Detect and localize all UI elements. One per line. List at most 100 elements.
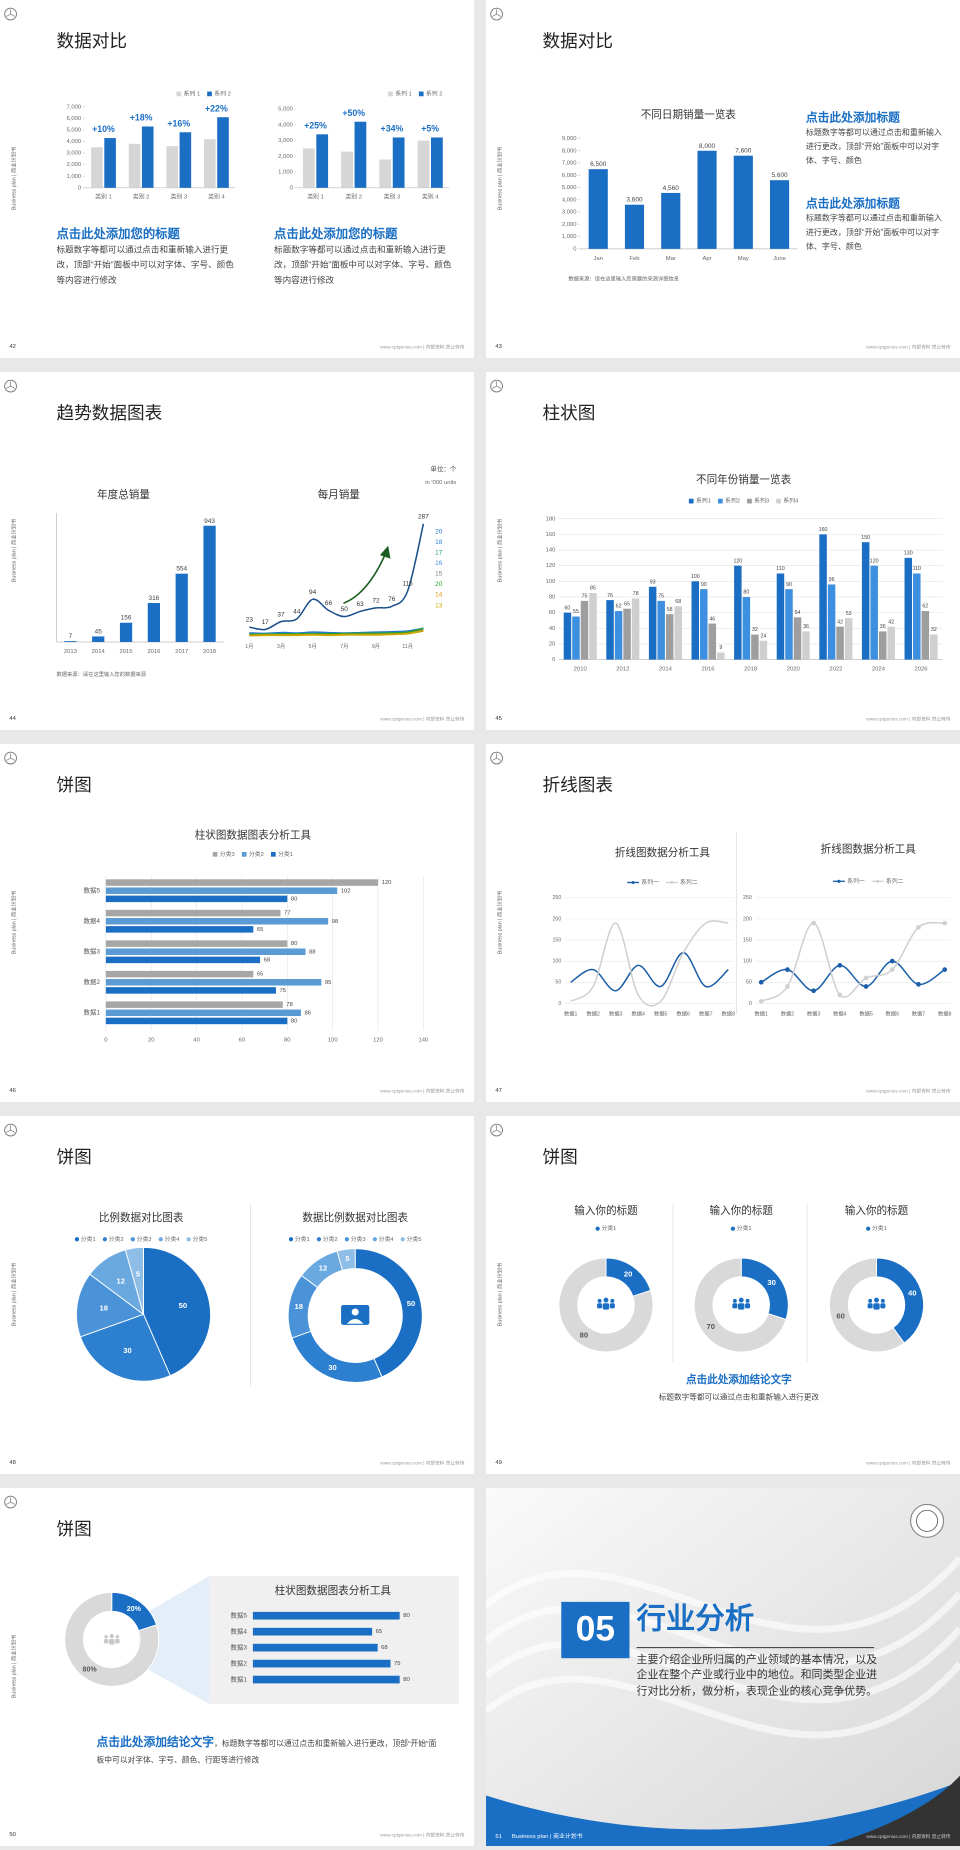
data-label: 58 <box>667 607 673 613</box>
point <box>863 984 869 989</box>
x-tick-label: 0 <box>104 1037 108 1043</box>
legend-label: 系列2 <box>725 497 740 505</box>
slide-canvas: 饼图 Business plan | 商业计划书 50 www.cptgenius.c… <box>4 1495 465 1839</box>
legend-label: 分类4 <box>379 1235 395 1243</box>
x-tick-label: 2015 <box>120 649 134 655</box>
bar <box>691 581 700 660</box>
icon <box>874 1297 879 1303</box>
bar <box>827 584 836 660</box>
bar <box>203 525 216 642</box>
slide: 折线图表 Business plan | 商业计划书 47 www.cptgenius… <box>486 744 960 1102</box>
x-tick-label: 数据5 <box>859 1009 873 1017</box>
data-label: 20 <box>435 528 443 535</box>
legend-swatch <box>730 1226 736 1231</box>
legend-label: 分类1 <box>601 1224 616 1232</box>
page-number: 45 <box>495 716 502 722</box>
data-label: 78 <box>286 1002 293 1008</box>
y-tick-label: 数据5 <box>83 885 100 894</box>
slide-canvas: 柱状图 Business plan | 商业计划书 45 www.cptgenius.… <box>490 379 951 723</box>
y-tick-label: 0 <box>290 185 294 191</box>
bar <box>252 1643 378 1652</box>
icon <box>115 1638 120 1644</box>
data-label: 88 <box>309 949 316 955</box>
icon <box>109 1633 114 1639</box>
slide-canvas: 饼图 Business plan | 商业计划书 49 www.cptgenius.c… <box>490 1123 951 1467</box>
logo <box>6 753 15 761</box>
logo <box>4 751 17 765</box>
data-label: 3,600 <box>626 197 643 204</box>
y-tick-label: 数据4 <box>83 916 100 925</box>
legend-swatch <box>241 851 247 857</box>
section-number: 05 <box>576 1610 615 1649</box>
data-label: 120 <box>870 558 879 564</box>
y-tick-label: 150 <box>552 937 561 943</box>
y-tick-label: 7,000 <box>562 161 577 167</box>
legend-swatch <box>316 1237 322 1242</box>
point <box>785 984 790 989</box>
data-label: 18 <box>99 1303 107 1312</box>
data-label: 20 <box>624 1270 632 1279</box>
y-tick-label: 0 <box>558 1001 561 1007</box>
legend: 分类1 <box>730 1224 752 1232</box>
text-span: 标题数字等都可以通过点击和重新输入进行更改，顶部“开始”面板中可以对字体、字号、… <box>56 244 234 285</box>
data-label: 65 <box>624 601 630 607</box>
bar <box>904 557 913 660</box>
chart-title: 年度总销量 <box>97 488 150 501</box>
data-label: 72 <box>372 598 380 605</box>
legend-label: 分类3 <box>351 1235 366 1243</box>
data-label: 78 <box>633 591 639 597</box>
logo <box>6 381 15 389</box>
logo <box>492 1125 501 1133</box>
x-tick-label: 40 <box>193 1037 200 1043</box>
page-number: 48 <box>9 1460 16 1466</box>
legend-label: 分类4 <box>165 1235 181 1243</box>
chart-title: 柱状图数据图表分析工具 <box>195 828 312 841</box>
bar <box>700 589 708 660</box>
slide-title: 饼图 <box>542 1147 577 1167</box>
x-tick-label: 100 <box>328 1037 339 1043</box>
x-tick-label: 数据7 <box>699 1009 713 1017</box>
bar <box>717 652 725 660</box>
logo <box>4 7 17 21</box>
y-tick-label: 3,000 <box>66 151 81 157</box>
x-tick-label: 3月 <box>277 643 285 650</box>
x-tick-label: 数据8 <box>722 1009 736 1017</box>
decor-curve <box>486 1661 960 1739</box>
x-tick-label: 类别 2 <box>133 193 150 201</box>
slice <box>740 1257 789 1321</box>
data-label: 42 <box>888 619 894 625</box>
conclusion: 点击此处添加结论文字，标题数字等都可以通过点击和重新输入进行更改，顶部“开始”面… <box>96 1737 436 1765</box>
x-tick-label: 2014 <box>659 667 673 673</box>
legend-label: 系列1 <box>696 497 711 505</box>
x-tick-label: 数据7 <box>912 1009 926 1017</box>
y-tick-label: 数据3 <box>83 946 100 955</box>
logo <box>4 379 17 393</box>
x-tick-label: Apr <box>702 256 711 262</box>
bar <box>665 614 674 660</box>
x-tick-label: 数据3 <box>609 1009 623 1017</box>
legend: 分类1 <box>866 1224 887 1232</box>
x-tick-label: 类别 3 <box>170 193 187 201</box>
y-tick-label: 1,000 <box>562 234 577 240</box>
x-tick-label: 2010 <box>574 667 588 673</box>
bar <box>624 204 645 249</box>
logo <box>492 381 501 389</box>
side-label: Business plan | 商业计划书 <box>10 147 18 210</box>
slide: 05 行业分析 主要介绍企业所归属的产业领域的基本情况，以及企业在整个产业或行业中的… <box>486 1488 960 1846</box>
point <box>942 967 948 972</box>
line-series <box>570 951 729 992</box>
y-tick-label: 0 <box>78 185 82 191</box>
legend: 系列 1 系列 2 <box>176 89 231 97</box>
y-tick-label: 100 <box>552 959 561 965</box>
x-tick-label: 120 <box>373 1037 384 1043</box>
data-label: 32 <box>931 627 937 633</box>
y-tick-label: 50 <box>555 980 561 986</box>
point <box>863 975 869 981</box>
y-tick-label: 7,000 <box>66 104 81 110</box>
data-label: 50 <box>407 1299 415 1308</box>
line-series <box>570 920 729 1007</box>
y-tick-label: 250 <box>552 895 561 901</box>
data-label: 76 <box>607 593 613 599</box>
logo <box>490 751 503 765</box>
data-label: 17 <box>435 549 443 556</box>
